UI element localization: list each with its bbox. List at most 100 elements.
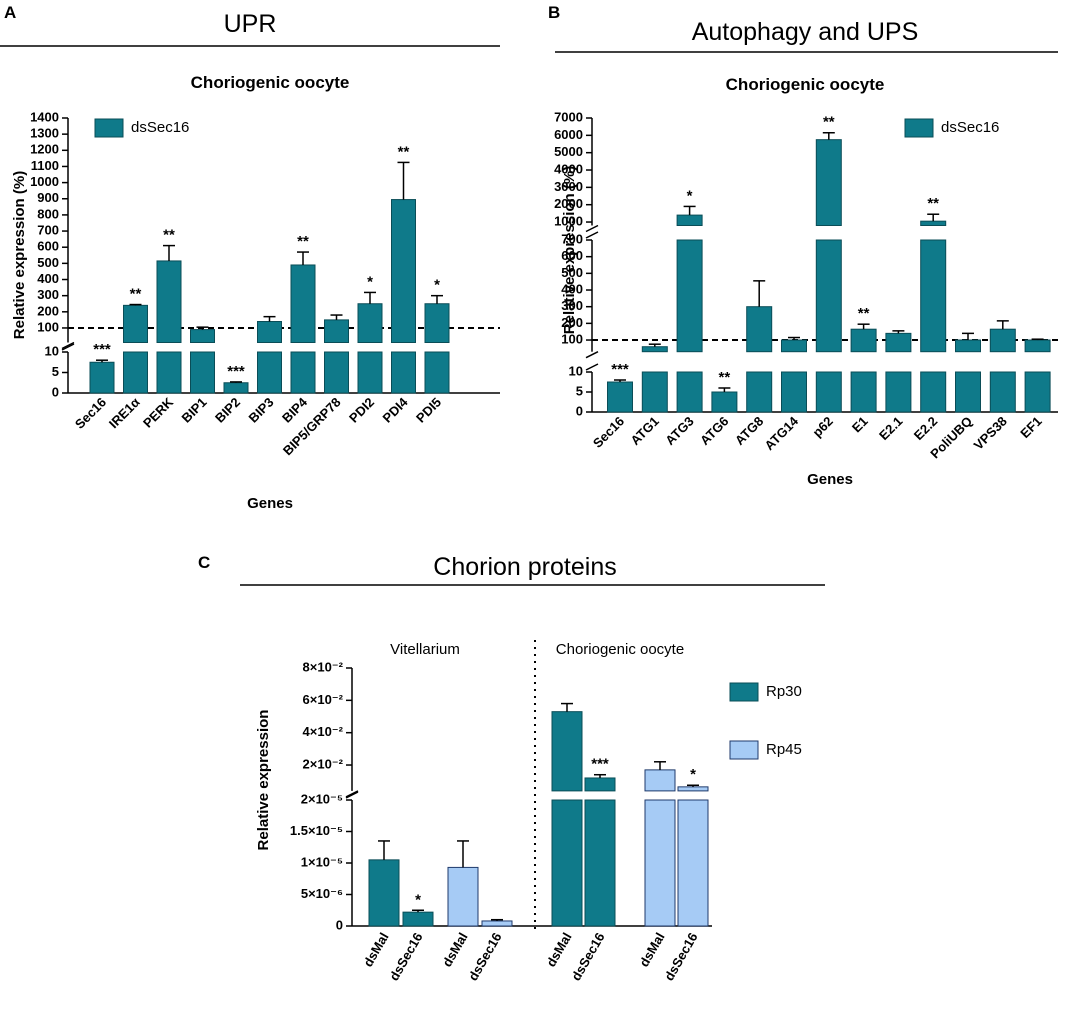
y-tick-label: 6000: [554, 127, 583, 142]
x-tick-label: EF1: [1017, 414, 1044, 441]
y-tick-label: 700: [561, 231, 583, 246]
y-tick-label: 400: [561, 281, 583, 296]
bar: [190, 329, 215, 343]
bar: [607, 381, 633, 413]
chart-title: Choriogenic oocyte: [191, 73, 350, 92]
y-tick-label: 500: [37, 255, 59, 270]
bar: [885, 332, 912, 353]
y-tick-label: 1.5×10⁻⁵: [290, 823, 343, 838]
y-axis-label: Relative expression (%): [11, 171, 28, 339]
bar: [955, 339, 981, 353]
y-tick-label: 700: [37, 222, 59, 237]
legend-label: Rp30: [766, 683, 802, 700]
y-tick-label: 2×10⁻²: [303, 756, 344, 771]
x-tick-label: IRE1α: [106, 395, 143, 432]
bar: [324, 319, 349, 343]
bar: [481, 920, 513, 927]
x-tick-label: BIP1: [179, 395, 210, 426]
bar: [424, 351, 450, 394]
y-tick-label: 6×10⁻²: [303, 692, 344, 707]
bar: [447, 866, 479, 927]
axis-break: [585, 351, 599, 359]
bar: [357, 303, 383, 343]
region-label: Vitellarium: [390, 641, 460, 658]
axis-break: [585, 363, 599, 371]
y-tick-label: 1400: [30, 109, 59, 124]
y-tick-label: 0: [52, 384, 59, 399]
bar: [920, 371, 947, 413]
axis-break: [345, 791, 359, 799]
x-tick-label: PDI5: [413, 395, 444, 426]
legend-label: Rp45: [766, 741, 802, 758]
y-tick-label: 5×10⁻⁶: [301, 886, 343, 901]
bar: [551, 799, 583, 927]
significance: **: [297, 233, 309, 250]
bar: [746, 371, 773, 413]
y-tick-label: 300: [37, 287, 59, 302]
x-tick-label: BIP2: [212, 395, 243, 426]
region-label: Choriogenic oocyte: [556, 641, 684, 658]
bar: [920, 220, 947, 227]
x-axis-label: Genes: [807, 471, 853, 488]
legend-swatch: [904, 118, 934, 138]
axis-break: [345, 790, 359, 798]
bar: [781, 339, 807, 353]
significance: *: [434, 277, 440, 294]
x-tick-label: ATG1: [627, 414, 661, 448]
bar: [551, 711, 583, 792]
bar: [424, 303, 450, 343]
significance: ***: [611, 361, 629, 378]
x-tick-label: VPS38: [971, 414, 1010, 453]
x-tick-label: dsMal: [636, 930, 667, 969]
y-tick-label: 1200: [30, 142, 59, 157]
x-axis-label: Genes: [247, 495, 293, 512]
bar: [641, 371, 668, 413]
bar: [324, 351, 349, 394]
y-tick-label: 300: [561, 298, 583, 313]
bar: [368, 859, 400, 927]
bar: [391, 199, 416, 343]
significance: **: [163, 227, 175, 244]
bar: [955, 371, 981, 413]
y-tick-label: 600: [561, 248, 583, 263]
x-tick-label: dsMal: [360, 930, 391, 969]
x-tick-label: p62: [809, 414, 835, 440]
bar: [677, 799, 709, 927]
x-tick-label: E1: [849, 414, 871, 436]
bar: [989, 328, 1016, 353]
bar: [644, 769, 676, 792]
bar: [815, 139, 842, 226]
legend-swatch: [729, 682, 759, 702]
y-tick-label: 5000: [554, 144, 583, 159]
y-tick-label: 500: [561, 265, 583, 280]
bar: [290, 264, 316, 343]
bar: [1024, 339, 1051, 353]
y-tick-label: 1300: [30, 126, 59, 141]
x-tick-label: ATG3: [662, 414, 696, 448]
significance: ***: [227, 363, 245, 380]
legend-label: dsSec16: [131, 119, 189, 136]
y-tick-label: 1×10⁻⁵: [301, 854, 343, 869]
bar: [190, 351, 215, 394]
significance: **: [927, 195, 939, 212]
x-tick-label: dsSec16: [386, 930, 425, 983]
axis-break: [585, 231, 599, 239]
y-tick-label: 4×10⁻²: [303, 724, 344, 739]
y-tick-label: 100: [561, 331, 583, 346]
x-tick-label: Sec16: [72, 395, 109, 432]
y-tick-label: 200: [561, 315, 583, 330]
bar: [711, 391, 738, 413]
legend-swatch: [94, 118, 124, 138]
x-tick-label: dsSec16: [465, 930, 504, 983]
bar: [257, 321, 282, 344]
bar: [815, 239, 842, 353]
significance: ***: [591, 756, 609, 773]
panel-label: C: [198, 553, 210, 572]
bar: [156, 260, 182, 343]
x-tick-label: E2.2: [911, 414, 941, 444]
bar: [584, 799, 616, 927]
y-tick-label: 5: [576, 383, 583, 398]
bar: [641, 346, 668, 353]
significance: **: [130, 286, 142, 303]
bar: [1024, 371, 1051, 413]
